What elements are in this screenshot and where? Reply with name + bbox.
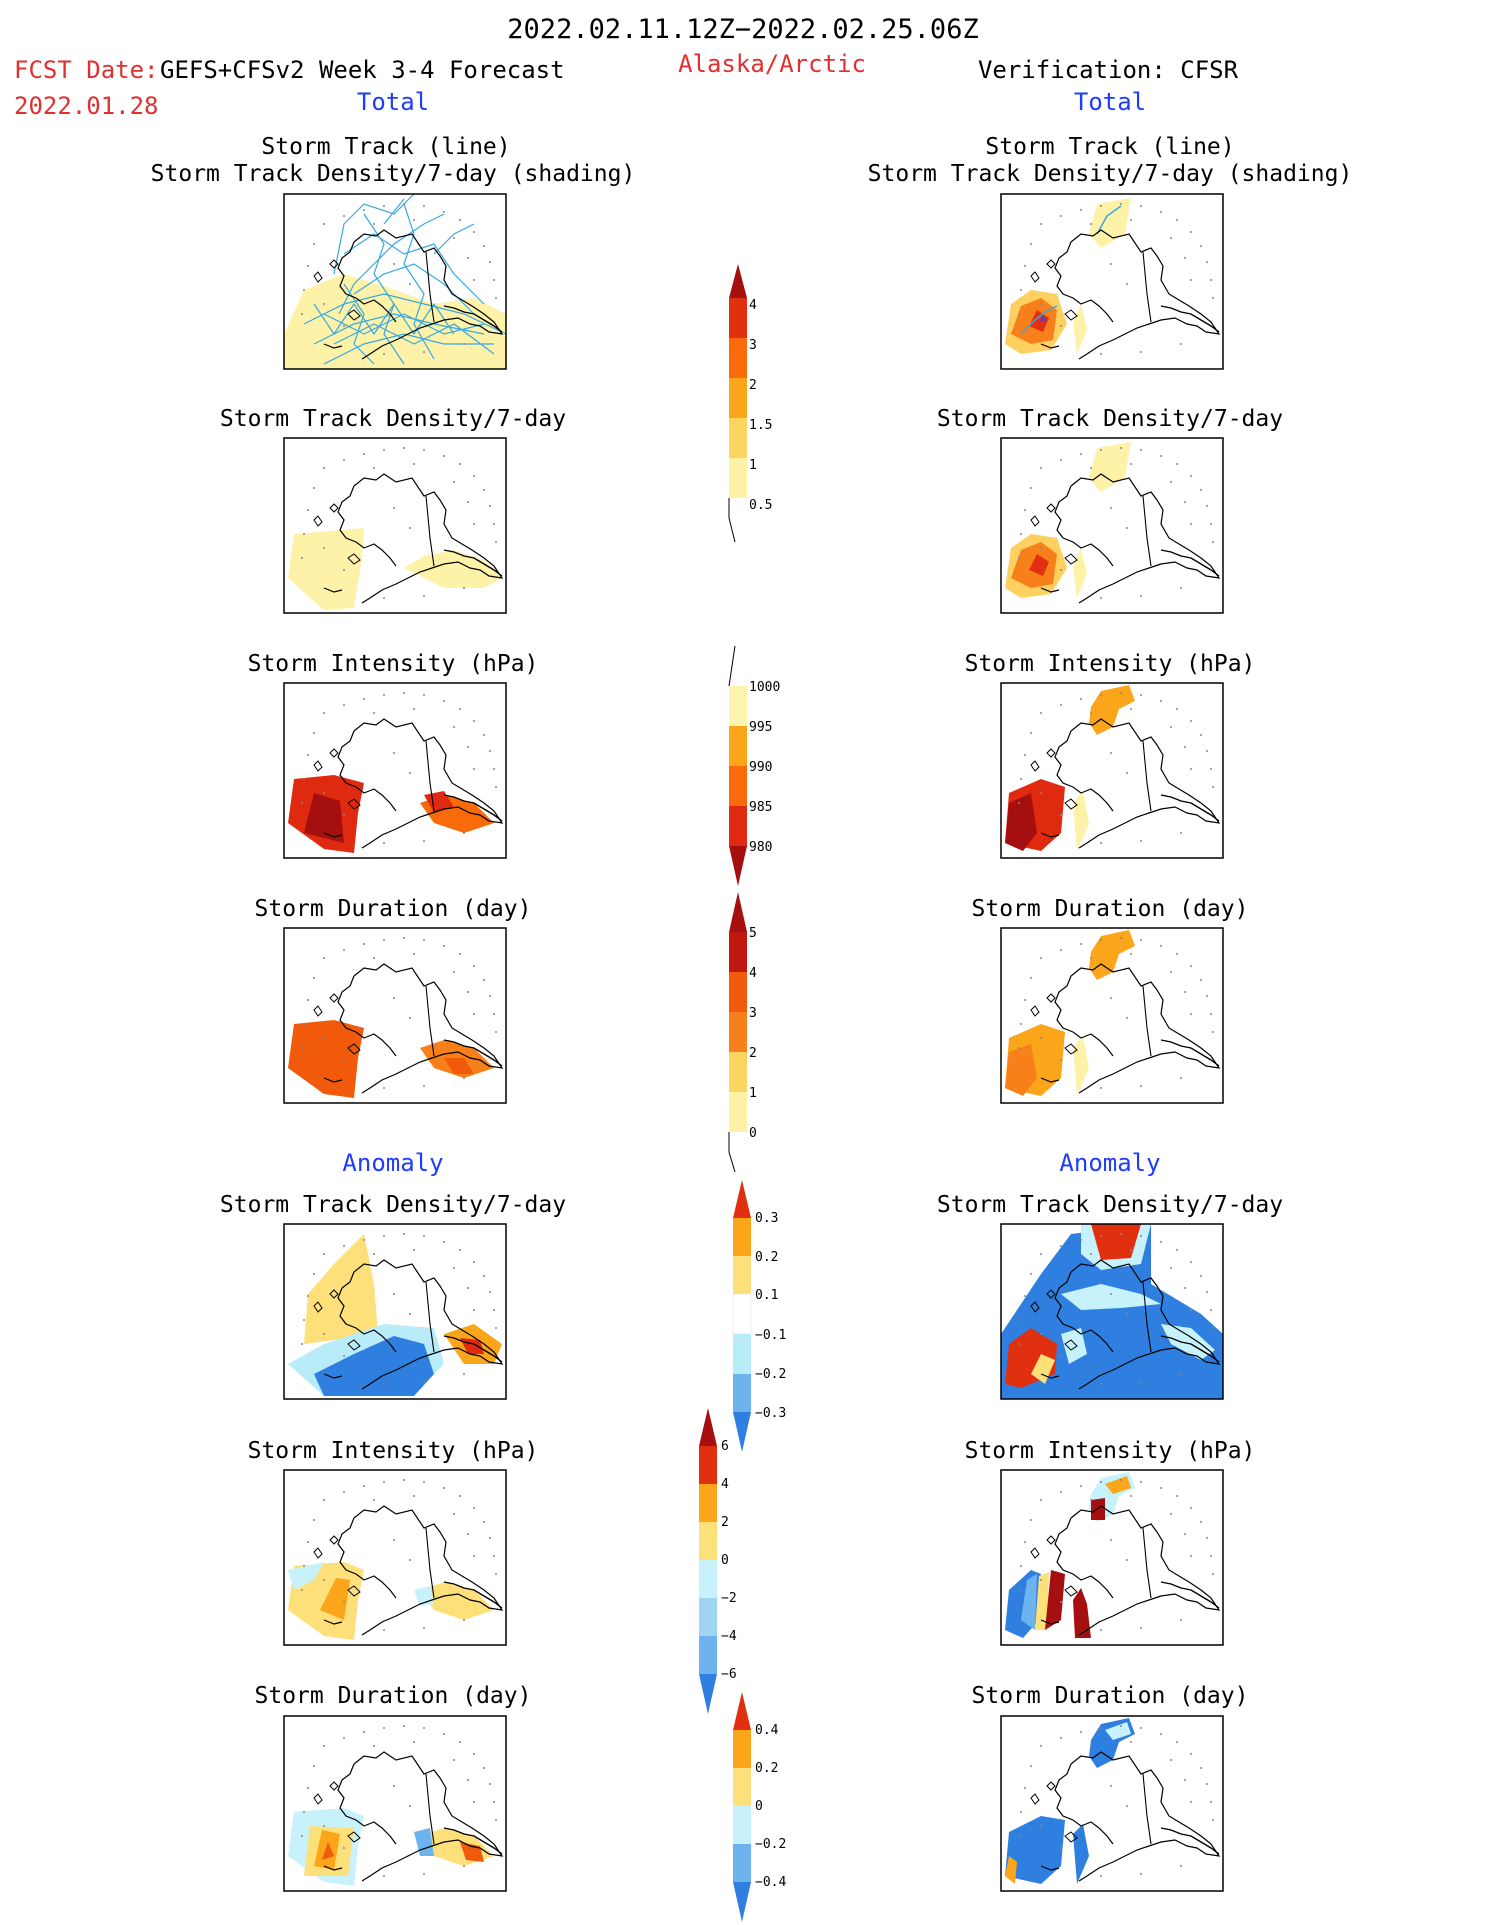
cb-label: 995	[749, 720, 772, 735]
title-track-line-right: Storm Track (line)	[985, 134, 1234, 160]
cb-label: 3	[749, 338, 757, 353]
cb-label: 4	[749, 298, 757, 313]
map-anom-density-right	[1000, 1223, 1224, 1400]
map-duration-right	[1000, 927, 1224, 1104]
cb-label: 0.4	[755, 1723, 779, 1738]
cb-label: 2	[749, 378, 757, 393]
title-density-right: Storm Track Density/7-day	[937, 406, 1283, 432]
title-anom-density-right: Storm Track Density/7-day	[937, 1192, 1283, 1218]
cb-label: 0.2	[755, 1250, 778, 1265]
map-anom-duration-right	[1000, 1715, 1224, 1892]
title-duration-left: Storm Duration (day)	[255, 896, 532, 922]
cb-label: 990	[749, 760, 772, 775]
colorbar-intensity-total: 1000 995 990 985 980	[728, 645, 780, 886]
colorbar-density-total: 4 3 2 1.5 1 0.5	[728, 264, 772, 543]
left-anomaly-label: Anomaly	[342, 1149, 443, 1177]
cb-label: −2	[721, 1591, 737, 1606]
colorbar-density-anom: 0.3 0.2 0.1 −0.1 −0.2 −0.3	[732, 1180, 786, 1452]
cb-label: 980	[749, 840, 772, 855]
cb-label: 5	[749, 926, 757, 941]
map-density-left	[283, 437, 507, 614]
title-density-shading-right: Storm Track Density/7-day (shading)	[868, 161, 1353, 187]
map-anom-duration-left	[283, 1715, 507, 1892]
fcst-source: GEFS+CFSv2 Week 3-4 Forecast	[160, 56, 565, 84]
cb-label: 4	[721, 1477, 729, 1492]
title-density-left: Storm Track Density/7-day	[220, 406, 566, 432]
cb-label: 0	[721, 1553, 729, 1568]
map-density-right	[1000, 437, 1224, 614]
map-anom-density-left	[283, 1223, 507, 1400]
cb-label: 0.2	[755, 1761, 778, 1776]
colorbar-intensity-anom: 6 4 2 0 −2 −4 −6	[699, 1408, 737, 1714]
title-anom-duration-right: Storm Duration (day)	[972, 1683, 1249, 1709]
cb-label: −0.2	[755, 1367, 786, 1382]
title-anom-density-left: Storm Track Density/7-day	[220, 1192, 566, 1218]
cb-label: 0	[755, 1799, 763, 1814]
cb-label: −0.3	[755, 1406, 786, 1421]
title-intensity-left: Storm Intensity (hPa)	[248, 651, 539, 677]
colorbar-duration-total: 5 4 3 2 1 0	[728, 892, 757, 1173]
cb-label: 1000	[749, 680, 780, 695]
cb-label: 1	[749, 458, 757, 473]
fcst-label: FCST Date:	[14, 56, 159, 84]
cb-label: 2	[749, 1046, 757, 1061]
cb-label: 985	[749, 800, 772, 815]
cb-label: −6	[721, 1667, 737, 1682]
title-anom-intensity-right: Storm Intensity (hPa)	[965, 1438, 1256, 1464]
map-anom-intensity-right	[1000, 1469, 1224, 1646]
title-intensity-right: Storm Intensity (hPa)	[965, 651, 1256, 677]
cb-label: 0.1	[755, 1288, 778, 1303]
cb-label: 1	[749, 1086, 757, 1101]
title-anom-duration-left: Storm Duration (day)	[255, 1683, 532, 1709]
cb-label: 2	[721, 1515, 729, 1530]
right-anomaly-label: Anomaly	[1059, 1149, 1160, 1177]
title-track-line-left: Storm Track (line)	[261, 134, 510, 160]
fcst-date: 2022.01.28	[14, 92, 159, 120]
region-title: Alaska/Arctic	[678, 50, 866, 78]
right-total-label: Total	[1074, 88, 1146, 116]
cb-label: −0.1	[755, 1328, 786, 1343]
cb-label: 6	[721, 1439, 729, 1454]
map-track-right	[1000, 193, 1224, 370]
cb-label: 3	[749, 1006, 757, 1021]
cb-label: 0.5	[749, 498, 772, 513]
map-anom-intensity-left	[283, 1469, 507, 1646]
cb-label: −0.2	[755, 1837, 786, 1852]
cb-label: 0.3	[755, 1211, 778, 1226]
verification-label: Verification: CFSR	[978, 56, 1239, 84]
title-anom-intensity-left: Storm Intensity (hPa)	[248, 1438, 539, 1464]
map-track-left	[283, 193, 507, 370]
left-total-label: Total	[357, 88, 429, 116]
cb-label: 4	[749, 966, 757, 981]
map-intensity-right	[1000, 682, 1224, 859]
date-range-title: 2022.02.11.12Z−2022.02.25.06Z	[507, 14, 978, 45]
title-duration-right: Storm Duration (day)	[972, 896, 1249, 922]
cb-label: 0	[749, 1126, 757, 1141]
colorbar-duration-anom: 0.4 0.2 0 −0.2 −0.4	[733, 1692, 786, 1922]
cb-label: −0.4	[755, 1875, 786, 1890]
cb-label: −4	[721, 1629, 737, 1644]
map-duration-left	[283, 927, 507, 1104]
map-intensity-left	[283, 682, 507, 859]
title-density-shading-left: Storm Track Density/7-day (shading)	[151, 161, 636, 187]
cb-label: 1.5	[749, 418, 772, 433]
